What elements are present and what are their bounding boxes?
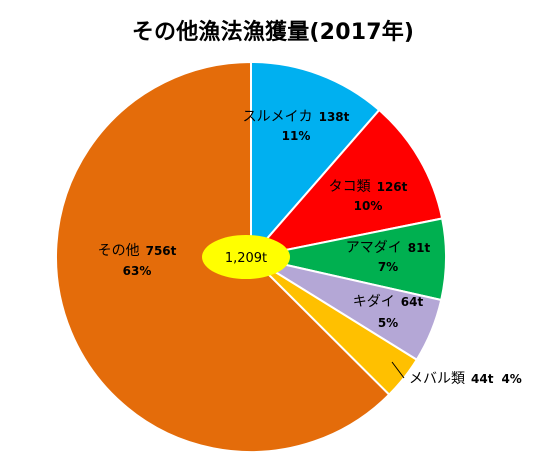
slice-label-5: メバル類 44t 4% [409,371,522,387]
slice-amount: 81t [408,241,431,255]
slice-label-line: スルメイカ 138t [243,109,350,125]
slice-percent: 11% [282,129,311,143]
slice-percent: 10% [354,199,383,213]
chart-title: その他漁法漁獲量(2017年) [131,20,415,45]
center-total-label: 1,209t [225,251,267,266]
slice-name: その他 [98,243,140,259]
slice-name: キダイ [353,294,395,310]
slice-label-line: タコ類 126t [329,179,408,195]
pie-slice-1 [250,60,381,260]
slice-label-line: メバル類 44t 4% [409,371,522,387]
pie-slice-2 [248,108,444,259]
slice-label-6: その他 756t 63% [98,243,177,278]
leader-line-mebaru [391,361,405,379]
slice-label-2: タコ類 126t 10% [329,179,408,213]
slice-percent: 4% [501,372,521,386]
slice-name: タコ類 [329,179,371,195]
center-ellipse [202,235,290,279]
slice-amount: 138t [319,110,350,124]
slice-label-line: アマダイ 81t [346,240,431,256]
slice-name: スルメイカ [243,109,313,125]
slice-name: メバル類 [409,371,465,387]
slice-amount: 756t [146,244,177,258]
slice-amount: 126t [377,180,408,194]
slice-label-line: キダイ 64t [353,294,424,310]
slice-label-3: アマダイ 81t 7% [346,240,431,274]
slice-percent: 5% [378,316,398,330]
slice-percent: 7% [378,260,398,274]
slice-label-line: その他 756t [98,243,177,259]
slice-percent: 63% [123,264,152,278]
slice-name: アマダイ [346,240,402,256]
slice-amount: 44t [471,372,494,386]
slice-label-1: スルメイカ 138t 11% [243,109,350,143]
slice-amount: 64t [401,295,424,309]
